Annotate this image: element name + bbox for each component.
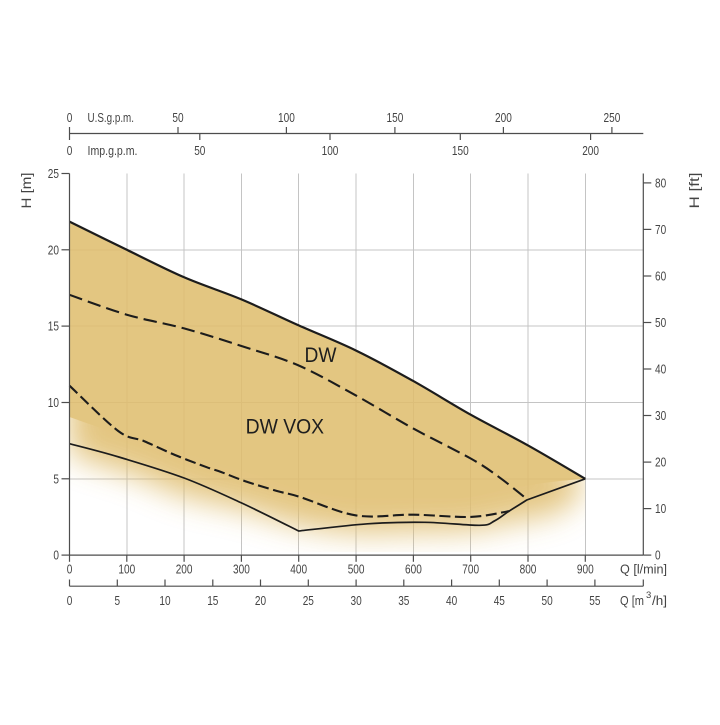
svg-text:30: 30 xyxy=(351,593,362,608)
svg-text:0: 0 xyxy=(655,548,661,563)
svg-text:50: 50 xyxy=(194,143,205,158)
svg-text:35: 35 xyxy=(398,593,409,608)
svg-text:20: 20 xyxy=(655,455,666,470)
svg-text:200: 200 xyxy=(495,110,512,125)
svg-text:Q [l/min]: Q [l/min] xyxy=(620,562,667,577)
svg-text:200: 200 xyxy=(176,562,193,577)
svg-text:300: 300 xyxy=(233,562,250,577)
svg-text:5: 5 xyxy=(53,471,59,486)
svg-text:0: 0 xyxy=(67,143,73,158)
svg-text:40: 40 xyxy=(446,593,457,608)
svg-text:30: 30 xyxy=(655,408,666,423)
svg-text:80: 80 xyxy=(655,176,666,191)
svg-text:100: 100 xyxy=(278,110,295,125)
svg-text:10: 10 xyxy=(159,593,170,608)
svg-text:200: 200 xyxy=(582,143,599,158)
svg-text:50: 50 xyxy=(542,593,553,608)
svg-text:45: 45 xyxy=(494,593,505,608)
svg-text:15: 15 xyxy=(207,593,218,608)
svg-text:U.S.g.p.m.: U.S.g.p.m. xyxy=(88,110,135,125)
svg-text:900: 900 xyxy=(577,562,594,577)
svg-text:DW: DW xyxy=(305,343,338,367)
svg-text:Imp.g.p.m.: Imp.g.p.m. xyxy=(88,143,138,158)
svg-text:10: 10 xyxy=(48,395,59,410)
svg-text:20: 20 xyxy=(255,593,266,608)
svg-text:DW VOX: DW VOX xyxy=(246,415,325,439)
svg-text:0: 0 xyxy=(67,593,73,608)
svg-text:150: 150 xyxy=(452,143,469,158)
svg-text:25: 25 xyxy=(303,593,314,608)
svg-text:60: 60 xyxy=(655,269,666,284)
svg-text:600: 600 xyxy=(405,562,422,577)
svg-text:H [m]: H [m] xyxy=(19,173,34,209)
svg-text:0: 0 xyxy=(67,110,73,125)
svg-text:15: 15 xyxy=(48,319,59,334)
svg-text:50: 50 xyxy=(172,110,183,125)
svg-text:/h]: /h] xyxy=(652,593,667,608)
svg-text:55: 55 xyxy=(589,593,600,608)
svg-text:H [ft]: H [ft] xyxy=(687,173,702,209)
svg-text:50: 50 xyxy=(655,315,666,330)
svg-text:3: 3 xyxy=(646,590,651,601)
svg-text:10: 10 xyxy=(655,501,666,516)
svg-text:150: 150 xyxy=(387,110,404,125)
svg-text:5: 5 xyxy=(115,593,121,608)
svg-text:20: 20 xyxy=(48,242,59,257)
svg-text:250: 250 xyxy=(604,110,621,125)
svg-text:40: 40 xyxy=(655,362,666,377)
svg-text:Q [m: Q [m xyxy=(620,593,644,608)
svg-text:0: 0 xyxy=(53,548,59,563)
svg-text:700: 700 xyxy=(462,562,479,577)
svg-text:500: 500 xyxy=(348,562,365,577)
svg-text:100: 100 xyxy=(118,562,135,577)
svg-text:70: 70 xyxy=(655,222,666,237)
svg-text:25: 25 xyxy=(48,166,59,181)
svg-text:100: 100 xyxy=(322,143,339,158)
svg-text:800: 800 xyxy=(520,562,537,577)
svg-text:0: 0 xyxy=(67,562,73,577)
svg-text:400: 400 xyxy=(290,562,307,577)
